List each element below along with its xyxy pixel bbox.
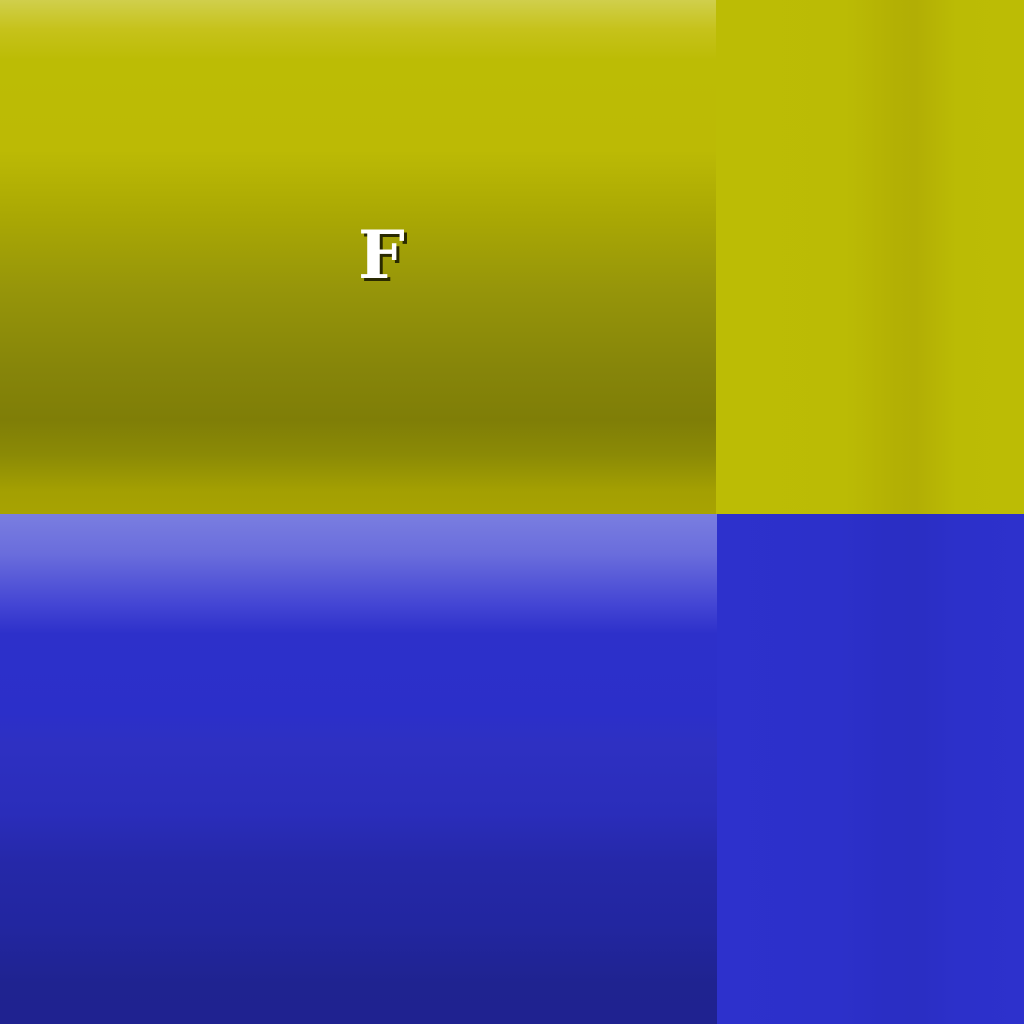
yellow-tile-side: [716, 0, 1024, 514]
blue-tile-side: [717, 514, 1024, 1024]
tile-letter-f: F: [358, 216, 405, 294]
blue-tile[interactable]: N: [0, 514, 717, 1024]
yellow-tile[interactable]: F: [0, 0, 716, 514]
